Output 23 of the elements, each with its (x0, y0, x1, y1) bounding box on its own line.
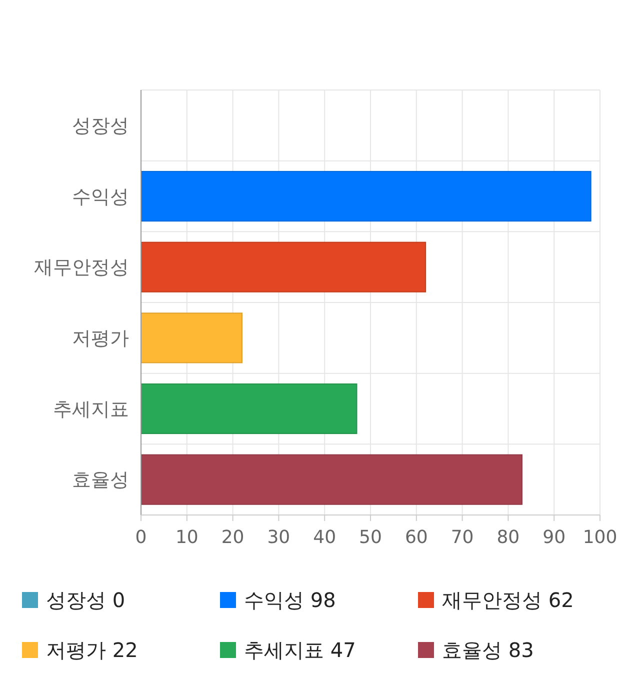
legend-label: 추세지표 47 (244, 638, 356, 662)
legend-label: 수익성 98 (244, 588, 336, 612)
x-tick-label: 20 (221, 527, 244, 548)
x-tick-label: 30 (267, 527, 290, 548)
x-tick-label: 60 (404, 527, 428, 548)
legend-label: 재무안정성 62 (442, 588, 574, 612)
x-tick-label: 90 (542, 527, 566, 548)
x-tick-label: 0 (135, 527, 147, 548)
y-tick-label: 효율성 (72, 469, 129, 492)
y-tick-label: 수익성 (72, 186, 129, 208)
y-tick-label: 저평가 (72, 328, 129, 350)
legend-label: 성장성 0 (46, 588, 126, 612)
legend-label: 효율성 83 (442, 638, 534, 662)
x-tick-label: 100 (582, 527, 618, 548)
x-tick-label: 10 (175, 527, 198, 548)
x-tick-label: 50 (359, 527, 382, 548)
y-tick-label: 성장성 (72, 115, 129, 138)
x-tick-label: 40 (313, 527, 336, 548)
y-tick-label: 재무안정성 (34, 256, 129, 279)
legend-label: 저평가 22 (46, 638, 138, 662)
x-tick-label: 70 (450, 527, 474, 548)
x-tick-label: 80 (496, 527, 520, 548)
y-tick-label: 추세지표 (53, 398, 129, 420)
